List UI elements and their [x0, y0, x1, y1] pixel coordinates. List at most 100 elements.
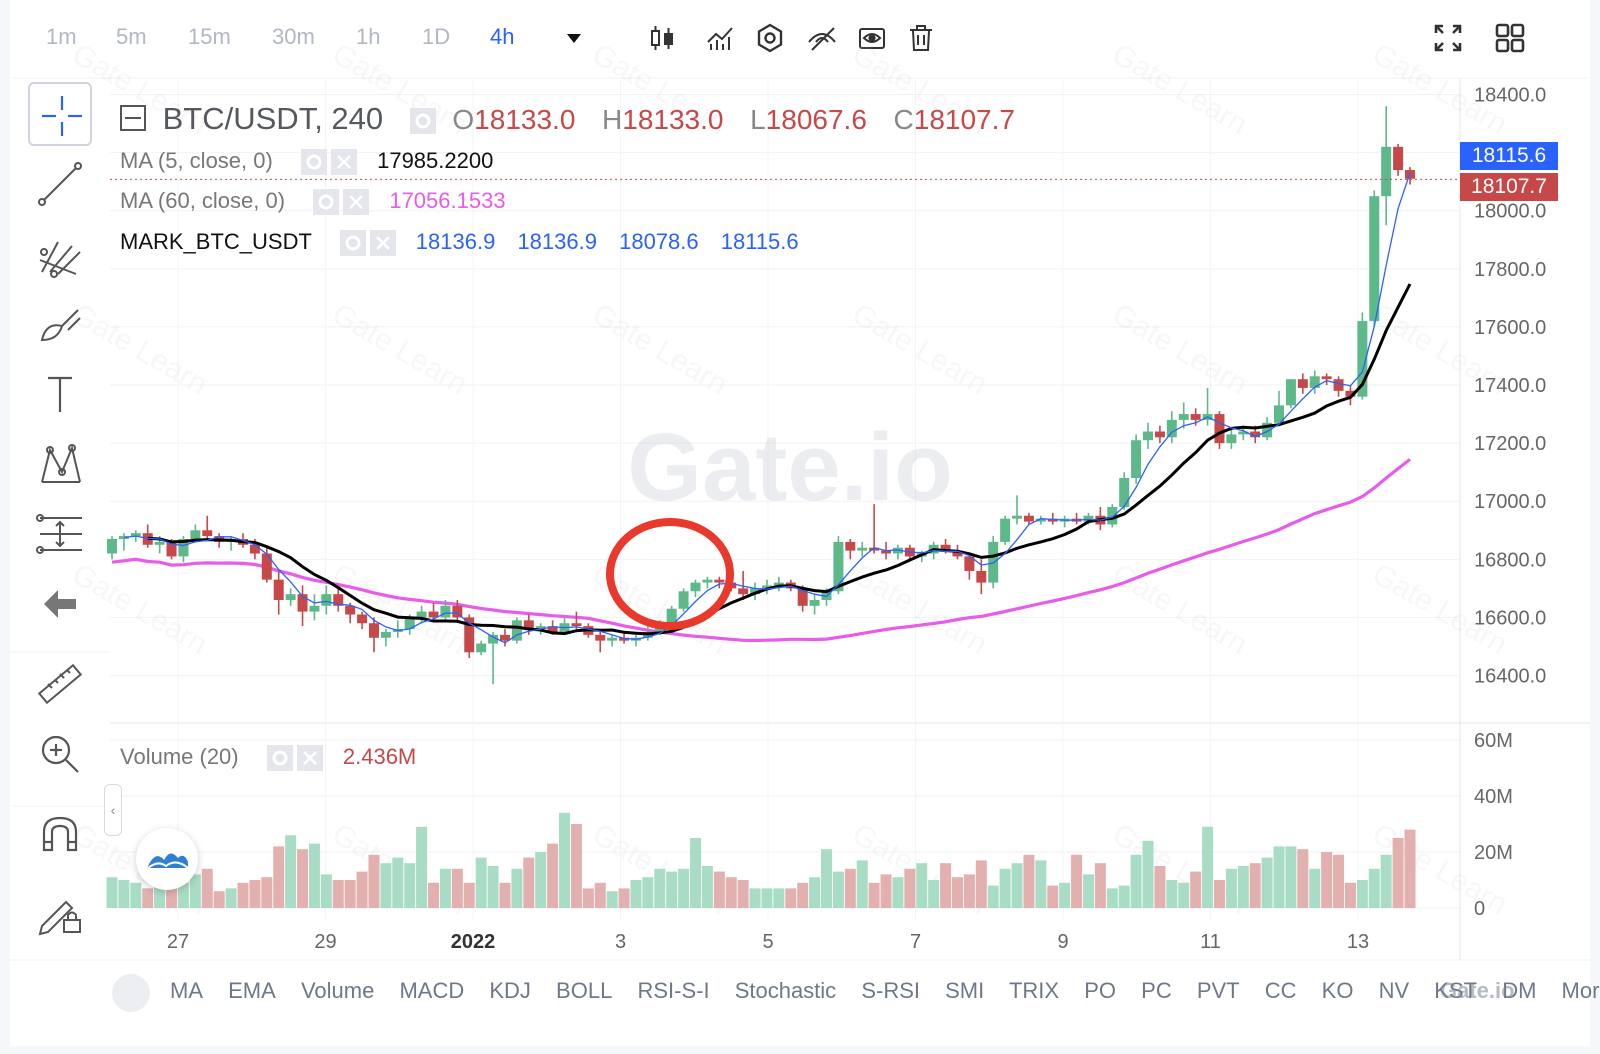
trash-icon[interactable]	[903, 20, 939, 56]
indicator-tab-more[interactable]: Mor	[1561, 978, 1600, 1003]
ma5-line	[123, 172, 1411, 644]
candle-body	[1297, 379, 1308, 388]
candle-body	[1285, 379, 1296, 406]
indicator-tab-ema[interactable]: EMA	[228, 978, 276, 1003]
interval-1h[interactable]: 1h	[356, 24, 381, 49]
candle-body	[368, 623, 379, 638]
indicator-tab-cc[interactable]: CC	[1264, 978, 1297, 1003]
ma5-settings-icon[interactable]	[300, 149, 327, 176]
fib-icon[interactable]	[28, 502, 92, 566]
indicator-tab-stochastic[interactable]: Stochastic	[734, 978, 837, 1003]
indicator-tab-rsi-s-i[interactable]: RSI-S-I	[637, 978, 710, 1003]
indicator-tab-boll[interactable]: BOLL	[556, 978, 613, 1003]
candle	[1393, 143, 1404, 176]
indicator-tab-macd[interactable]: MACD	[399, 978, 465, 1003]
ma5-close-icon[interactable]	[330, 149, 357, 176]
indicator-tab-ko[interactable]: KO	[1321, 978, 1354, 1003]
back-arrow-icon[interactable]	[28, 572, 92, 636]
lock-drawing-icon[interactable]	[28, 880, 92, 944]
eye-icon[interactable]	[854, 20, 890, 56]
volume-bar	[499, 882, 511, 908]
price-chart[interactable]: 18400.018200.018000.017800.017600.017400…	[10, 0, 1590, 1046]
candle	[1202, 387, 1213, 426]
interval-1d[interactable]: 1D	[422, 24, 451, 49]
last-price-text: 18107.7	[1471, 175, 1547, 198]
indicator-tab-trix[interactable]: TRIX	[1008, 978, 1060, 1003]
hide-drawings-icon[interactable]	[804, 20, 840, 56]
indicator-tab-kdj[interactable]: KDJ	[489, 978, 531, 1003]
tile-watermark: Gate Learn	[1107, 37, 1253, 141]
tradingview-logo-button[interactable]	[136, 828, 198, 890]
indicator-tab-volume[interactable]: Volume	[300, 978, 375, 1003]
tile-watermark: Gate Learn	[847, 557, 993, 661]
candle-body	[428, 611, 439, 618]
candle-body	[1131, 440, 1142, 478]
fullscreen-icon[interactable]	[1430, 20, 1470, 60]
interval-30m[interactable]: 30m	[272, 24, 315, 49]
volume-bar	[1011, 863, 1023, 908]
volume-settings-icon[interactable]	[266, 745, 293, 772]
indicator-tab-smi[interactable]: SMI	[945, 978, 985, 1003]
candle	[1119, 472, 1130, 510]
volume-tick-label: 60M	[1474, 730, 1513, 752]
volume-bar	[1344, 882, 1356, 908]
volume-bar	[320, 874, 332, 908]
open-value: 18133.0	[474, 104, 576, 135]
volume-bar	[1333, 854, 1345, 908]
interval-1m[interactable]: 1m	[46, 24, 77, 49]
indicator-scroll-left[interactable]	[112, 974, 150, 1012]
pattern-icon[interactable]	[28, 432, 92, 496]
indicator-tab-s-rsi[interactable]: S-RSI	[861, 978, 920, 1003]
candle	[1297, 373, 1308, 394]
candle-type-icon[interactable]	[644, 20, 680, 56]
interval-4h[interactable]: 4h	[490, 24, 515, 49]
candle-body	[321, 594, 332, 606]
panel-collapse-handle[interactable]: ‹	[104, 784, 122, 836]
legend-ohlc-row: BTC/USDT, 240 O18133.0 H18133.0 L18067.6…	[120, 101, 1015, 137]
candle-body	[440, 605, 451, 618]
candle	[428, 602, 439, 621]
y-tick-label: 16400.0	[1474, 666, 1546, 688]
candle-body	[666, 608, 677, 624]
text-icon[interactable]	[28, 362, 92, 426]
indicator-tab-nv[interactable]: NV	[1378, 978, 1410, 1003]
indicator-tab-ma[interactable]: MA	[170, 978, 203, 1003]
candle-body	[738, 588, 749, 595]
volume-bar	[725, 877, 737, 908]
volume-bar	[201, 868, 213, 908]
trend-line-icon[interactable]	[28, 152, 92, 216]
interval-15m[interactable]: 15m	[188, 24, 231, 49]
indicator-tab-dm[interactable]: DM	[1502, 978, 1537, 1003]
interval-5m[interactable]: 5m	[116, 24, 147, 49]
ruler-icon[interactable]	[28, 652, 92, 716]
mark-settings-icon[interactable]	[339, 230, 366, 257]
candle-body	[881, 550, 892, 554]
candle	[1214, 411, 1225, 449]
symbol-settings-icon[interactable]	[409, 107, 436, 134]
layout-grid-icon[interactable]	[1492, 20, 1532, 60]
legend-volume-row: Volume (20) 2.436M	[120, 744, 416, 772]
pitchfork-icon[interactable]	[28, 222, 92, 286]
indicator-tab-po[interactable]: PO	[1084, 978, 1117, 1003]
ma60-settings-icon[interactable]	[313, 189, 340, 216]
magnet-icon[interactable]	[28, 802, 92, 866]
volume-close-icon[interactable]	[296, 745, 323, 772]
brush-icon[interactable]	[28, 292, 92, 356]
indicator-tab-pvt[interactable]: PVT	[1196, 978, 1240, 1003]
ma5-value: 17985.2200	[377, 148, 494, 173]
zoom-in-icon[interactable]	[28, 722, 92, 786]
candle-body	[309, 605, 320, 612]
settings-hex-icon[interactable]	[752, 20, 788, 56]
crosshair-icon[interactable]	[28, 82, 92, 146]
mark-close-icon[interactable]	[369, 230, 396, 257]
mark-low-value: 18078.6	[619, 229, 699, 254]
indicator-tab-kst[interactable]: KST	[1434, 978, 1478, 1003]
collapse-icon[interactable]	[120, 104, 146, 131]
symbol-label: BTC/USDT, 240	[162, 101, 384, 136]
ma60-close-icon[interactable]	[343, 189, 370, 216]
volume-bar	[1285, 846, 1297, 908]
indicators-icon[interactable]	[702, 20, 738, 56]
indicator-tab-pc[interactable]: PC	[1141, 978, 1172, 1003]
candle	[464, 614, 475, 659]
interval-dropdown-icon[interactable]	[556, 20, 592, 56]
